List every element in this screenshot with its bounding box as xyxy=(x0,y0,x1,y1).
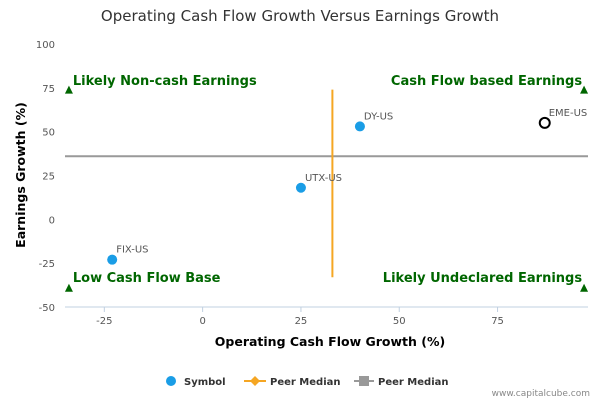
y-tick-label: 75 xyxy=(42,84,55,95)
data-point xyxy=(538,116,551,129)
legend-symbol-marker xyxy=(166,376,176,386)
data-point xyxy=(107,254,118,265)
plot-area: -50 -25 0 25 50 75 100 -25 0 25 50 75 Likely Non-cas… xyxy=(36,40,589,327)
chart-title: Operating Cash Flow Growth Versus Earnin… xyxy=(101,7,499,25)
x-tick-label: 75 xyxy=(491,316,504,327)
x-tick-label: 50 xyxy=(393,316,406,327)
quadrant-label-top-right: Cash Flow based Earnings xyxy=(391,74,582,89)
data-point-label: FIX-US xyxy=(116,245,148,256)
legend-peer-median-y-marker xyxy=(359,376,369,386)
x-axis-title: Operating Cash Flow Growth (%) xyxy=(215,334,445,349)
data-point-label: DY-US xyxy=(364,111,393,122)
quadrant-triangle-icon xyxy=(580,85,589,94)
y-tick-label: -25 xyxy=(39,259,55,270)
y-tick-label: -50 xyxy=(39,303,55,314)
quadrant-triangle-icon xyxy=(64,85,73,94)
x-tick-label: 0 xyxy=(199,316,205,327)
credit-text: www.capitalcube.com xyxy=(492,389,590,399)
quadrant-triangle-icon xyxy=(64,283,73,292)
quadrant-label-top-left: Likely Non-cash Earnings xyxy=(73,74,257,89)
y-tick-label: 50 xyxy=(42,128,55,139)
y-axis-title: Earnings Growth (%) xyxy=(13,102,28,248)
y-tick-label: 25 xyxy=(42,172,55,183)
y-tick-label: 100 xyxy=(36,40,55,51)
quadrant-triangle-icon xyxy=(580,283,589,292)
x-tick-label: -25 xyxy=(96,316,112,327)
legend-peer-median-x-marker xyxy=(250,376,260,386)
data-point-label: EME-US xyxy=(549,108,588,119)
x-tick-label: 25 xyxy=(295,316,308,327)
y-tick-label: 0 xyxy=(49,215,55,226)
legend-peer-median-x-label: Peer Median xyxy=(270,377,341,388)
data-point-label: UTX-US xyxy=(305,173,342,184)
data-point xyxy=(354,121,365,132)
quadrant-label-bottom-left: Low Cash Flow Base xyxy=(73,271,221,286)
quadrant-label-bottom-right: Likely Undeclared Earnings xyxy=(383,271,583,286)
legend-peer-median-y-label: Peer Median xyxy=(378,377,449,388)
legend-symbol-label: Symbol xyxy=(184,377,226,388)
data-point xyxy=(295,182,306,193)
legend: Symbol Peer Median Peer Median xyxy=(166,376,449,388)
